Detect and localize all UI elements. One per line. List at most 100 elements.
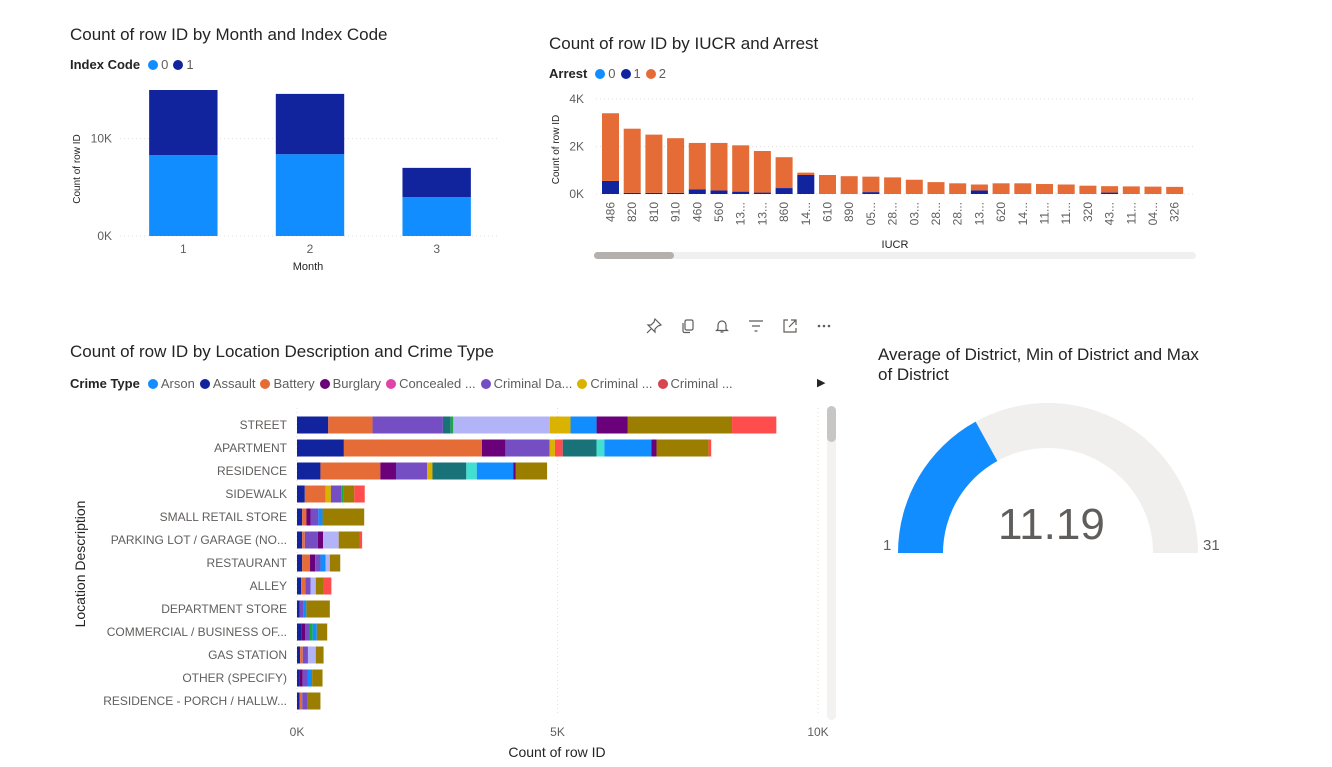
bar-segment <box>320 462 381 480</box>
bar-segment <box>1079 185 1097 194</box>
bar-segment <box>970 190 988 194</box>
bar-segment <box>297 485 305 503</box>
y-tick-label: 0K <box>97 229 112 243</box>
month-chart[interactable]: 0K 10K 1 2 3 Month Count of row ID <box>60 80 510 280</box>
gauge-min-label: 1 <box>883 537 892 554</box>
bar-segment <box>323 531 339 549</box>
bar-segment <box>432 462 467 480</box>
legend-label: Concealed ... <box>399 376 476 391</box>
bar-segment <box>359 531 363 549</box>
bar-segment <box>602 113 619 181</box>
legend-item-2[interactable]: Battery <box>260 376 315 391</box>
legend-item-6[interactable]: Criminal ... <box>577 376 653 391</box>
location-chart[interactable]: 0K 5K 10K STREET APARTMENT RESIDENCE SIDEWALK S… <box>60 398 850 767</box>
legend-dot <box>319 378 330 389</box>
filter-icon[interactable] <box>746 316 766 336</box>
iucr-chart[interactable]: 0K 2K 4K 486 820 810 910 460 560 13... 13... 860 14.… <box>540 88 1210 268</box>
bar-segment <box>302 508 307 526</box>
copy-icon[interactable] <box>678 316 698 336</box>
bar-segment <box>732 145 750 192</box>
bar-segment <box>372 416 443 434</box>
legend-item-0[interactable]: 0 <box>595 66 616 81</box>
bar-segment <box>753 151 771 193</box>
x-tick-label: 13... <box>972 202 986 225</box>
bar-segment <box>304 485 326 503</box>
bar-segment <box>513 462 516 480</box>
pin-icon[interactable] <box>644 316 664 336</box>
bar-segment <box>301 623 306 641</box>
gauge-title-line1: Average of District, Min of District and… <box>878 345 1199 364</box>
y-tick-label: 4K <box>569 92 584 106</box>
y-tick-label: COMMERCIAL / BUSINESS OF... <box>107 625 287 639</box>
legend-item-0[interactable]: 0 <box>148 57 168 72</box>
bar-segment <box>710 142 728 191</box>
bar-segment <box>325 485 331 503</box>
bar-segment <box>481 439 506 457</box>
bar-segment <box>297 554 303 572</box>
x-tick-label: 0K <box>290 725 305 739</box>
x-tick-label: 5K <box>550 725 565 739</box>
legend-dot <box>595 68 606 79</box>
legend-item-7[interactable]: Criminal ... <box>657 376 733 391</box>
location-chart-legend: Crime Type Arson Assault Battery Burglary Co… <box>70 376 790 391</box>
bar-segment <box>992 183 1010 194</box>
bar-segment <box>596 439 605 457</box>
bar-segment <box>505 439 550 457</box>
bar-segment <box>645 134 663 193</box>
legend-dot <box>173 59 184 70</box>
bar-segment <box>596 416 628 434</box>
bar-segment <box>554 439 563 457</box>
x-axis-title: Month <box>293 261 324 273</box>
horizontal-scrollbar-thumb[interactable] <box>594 252 674 259</box>
legend-dot <box>480 378 491 389</box>
y-tick-label: 10K <box>91 132 112 146</box>
bar-segment <box>297 669 300 687</box>
bar-segment <box>380 462 396 480</box>
legend-dot <box>148 59 159 70</box>
bar-segment <box>427 462 433 480</box>
location-chart-title: Count of row ID by Location Description … <box>70 342 494 361</box>
bar-segment <box>1144 186 1162 194</box>
y-tick-label: DEPARTMENT STORE <box>161 602 287 616</box>
legend-item-1[interactable]: 1 <box>620 66 641 81</box>
bar-segment <box>1166 186 1184 194</box>
focus-mode-icon[interactable] <box>780 316 800 336</box>
more-options-icon[interactable] <box>814 316 834 336</box>
bar-segment <box>354 485 365 503</box>
x-tick-label: 43... <box>1103 202 1117 225</box>
bell-icon[interactable] <box>712 316 732 336</box>
bar-segment <box>275 154 345 236</box>
x-tick-label: 14... <box>1016 202 1030 225</box>
legend-item-5[interactable]: Criminal Da... <box>480 376 572 391</box>
bar-segment <box>317 531 324 549</box>
bar-segment <box>549 416 571 434</box>
legend-item-0[interactable]: Arson <box>147 376 195 391</box>
bar-segment <box>570 416 597 434</box>
bar-segment <box>862 192 880 194</box>
gauge-chart[interactable] <box>880 390 1220 570</box>
bar-segment <box>305 623 310 641</box>
y-tick-label: 2K <box>569 140 584 154</box>
y-tick-label: PARKING LOT / GARAGE (NO... <box>111 533 287 547</box>
legend-item-1[interactable]: 1 <box>173 57 194 72</box>
legend-item-1[interactable]: Assault <box>199 376 255 391</box>
legend-title: Index Code <box>70 57 141 72</box>
x-tick-label: 326 <box>1168 202 1182 222</box>
bar-segment <box>515 462 548 480</box>
y-tick-label: ALLEY <box>250 579 287 593</box>
x-tick-label: 560 <box>712 202 726 222</box>
bar-segment <box>797 172 815 175</box>
bar-segment <box>775 188 793 194</box>
bar-segment <box>710 190 728 194</box>
legend-dot <box>260 378 271 389</box>
vertical-scrollbar-thumb[interactable] <box>827 406 836 442</box>
legend-next-arrow-icon[interactable]: ▶ <box>817 377 826 389</box>
x-tick-label: 890 <box>842 202 856 222</box>
legend-item-2[interactable]: 2 <box>645 66 666 81</box>
bar-segment <box>775 157 793 189</box>
legend-item-4[interactable]: Concealed ... <box>386 376 476 391</box>
bar-segment <box>797 175 815 194</box>
legend-item-3[interactable]: Burglary <box>319 376 381 391</box>
bar-segment <box>402 197 471 236</box>
bar-segment <box>645 192 663 194</box>
